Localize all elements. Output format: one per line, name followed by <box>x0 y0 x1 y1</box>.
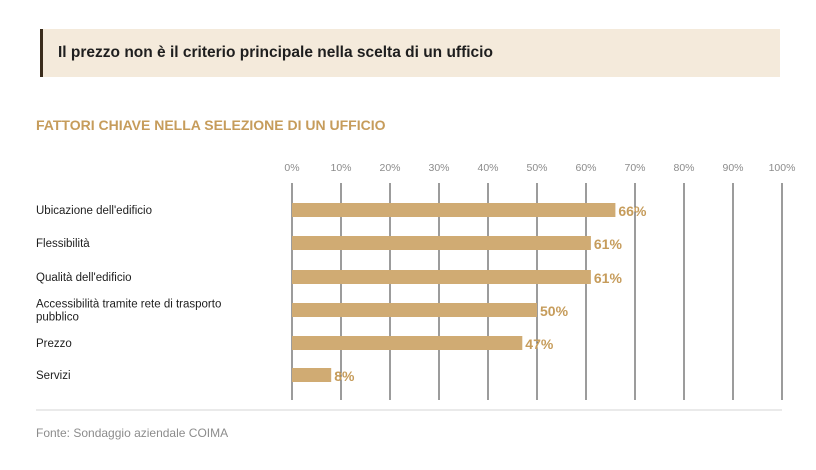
chart-title: FATTORI CHIAVE NELLA SELEZIONE DI UN UFF… <box>36 117 386 133</box>
bar <box>292 368 332 382</box>
source-note: Fonte: Sondaggio aziendale COIMA <box>36 426 229 440</box>
x-tick-label: 10% <box>330 162 351 174</box>
x-tick-label: 40% <box>477 162 498 174</box>
header-banner: Il prezzo non è il criterio principale n… <box>40 29 780 77</box>
value-label: 61% <box>594 236 623 252</box>
bar <box>292 236 591 250</box>
category-label: Servizi <box>36 370 71 382</box>
value-label: 47% <box>525 336 554 352</box>
x-tick-label: 50% <box>526 162 547 174</box>
value-label: 66% <box>618 203 647 219</box>
x-tick-label: 20% <box>379 162 400 174</box>
value-label: 8% <box>334 368 355 384</box>
x-tick-label: 0% <box>284 162 299 174</box>
bar <box>292 303 537 317</box>
x-tick-label: 100% <box>769 162 796 174</box>
x-tick-label: 90% <box>722 162 743 174</box>
category-label: Prezzo <box>36 338 72 350</box>
category-label: Accessibilità tramite rete di trasporto <box>36 299 221 311</box>
category-label: pubblico <box>36 312 79 324</box>
x-tick-label: 60% <box>575 162 596 174</box>
bar <box>292 203 616 217</box>
category-label: Flessibilità <box>36 238 90 250</box>
x-tick-label: 30% <box>428 162 449 174</box>
x-tick-label: 80% <box>673 162 694 174</box>
category-label: Qualità dell'edificio <box>36 272 132 284</box>
x-tick-label: 70% <box>624 162 645 174</box>
value-label: 50% <box>540 303 569 319</box>
category-label: Ubicazione dell'edificio <box>36 205 152 217</box>
bar <box>292 270 591 284</box>
value-label: 61% <box>594 270 623 286</box>
banner-title: Il prezzo non è il criterio principale n… <box>58 44 493 61</box>
bar <box>292 336 523 350</box>
